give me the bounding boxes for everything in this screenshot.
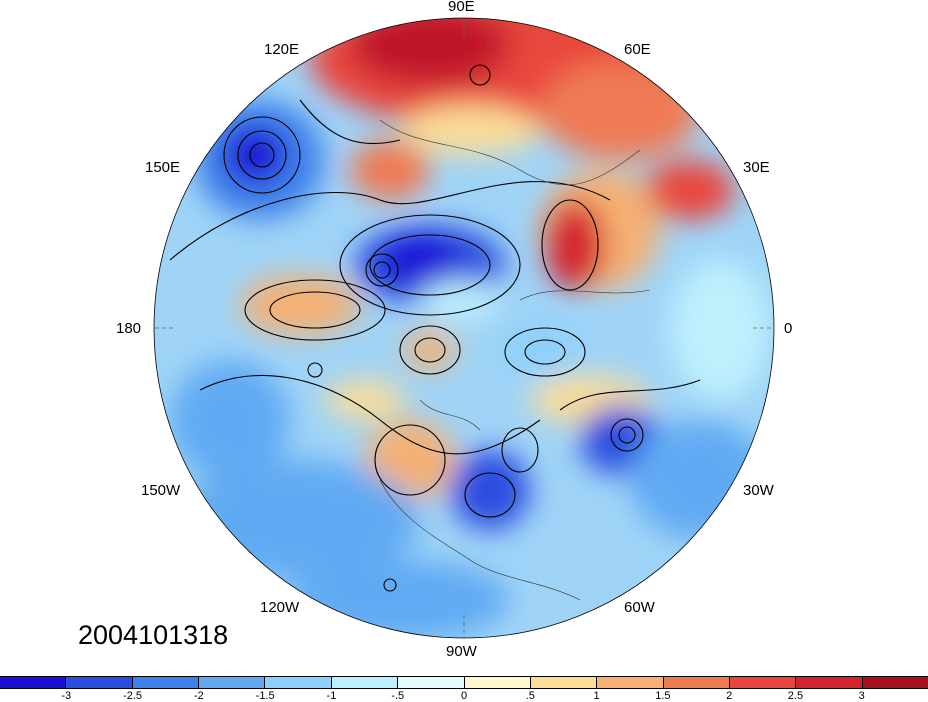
colorbar-tick-label: -1.5	[255, 690, 275, 702]
colorbar-segment	[663, 677, 730, 688]
colorbar-segment	[132, 677, 200, 688]
lon-label-60w: 60W	[624, 599, 655, 616]
lon-label-150e: 150E	[145, 159, 181, 176]
map-border	[153, 17, 775, 639]
colorbar-tick-label: -3	[61, 690, 72, 702]
colorbar-segment	[862, 677, 928, 688]
lon-label-150w: 150W	[141, 482, 181, 499]
colorbar-tick-label: 1	[593, 690, 600, 702]
colorbar-segment	[597, 677, 664, 688]
lon-label-90e: 90E	[448, 0, 475, 15]
colorbar-segment	[265, 677, 332, 688]
colorbar-segment	[331, 677, 399, 688]
colorbar-segment	[398, 677, 465, 688]
graticule	[155, 19, 773, 637]
colorbar-tick-label: 2	[726, 690, 733, 702]
colorbar-segment	[66, 677, 133, 688]
lon-label-60e: 60E	[624, 41, 651, 58]
timestamp-label: 2004101318	[78, 620, 229, 650]
lon-label-90w: 90W	[446, 643, 477, 660]
lon-label-0: 0	[784, 320, 793, 337]
lon-label-180: 180	[116, 320, 142, 337]
colorbar-tick-label: -1	[326, 690, 337, 702]
coastlines	[379, 119, 651, 601]
lon-label-30w: 30W	[743, 482, 774, 499]
lon-label-120e: 120E	[264, 41, 300, 58]
colorbar-segment	[530, 677, 598, 688]
colorbar-segment	[199, 677, 266, 688]
colorbar-tick-label: -2	[193, 690, 204, 702]
colorbar-tick-label: 1.5	[655, 690, 671, 702]
lon-label-30e: 30E	[743, 159, 770, 176]
colorbar-tick-label: -2.5	[123, 690, 143, 702]
colorbar-segment	[796, 677, 863, 688]
colorbar-segment	[0, 677, 67, 688]
colorbar	[0, 676, 928, 689]
colorbar-tick-label: 2.5	[787, 690, 804, 702]
isobar-contours	[169, 64, 701, 592]
colorbar-tick-label: -.5	[391, 690, 405, 702]
colorbar-segment	[729, 677, 797, 688]
lon-label-120w: 120W	[260, 599, 300, 616]
colorbar-tick-label: .5	[525, 690, 535, 702]
colorbar-segment	[464, 677, 531, 688]
colorbar-tick-label: 0	[460, 690, 468, 702]
colorbar-tick-label: 3	[858, 690, 865, 702]
